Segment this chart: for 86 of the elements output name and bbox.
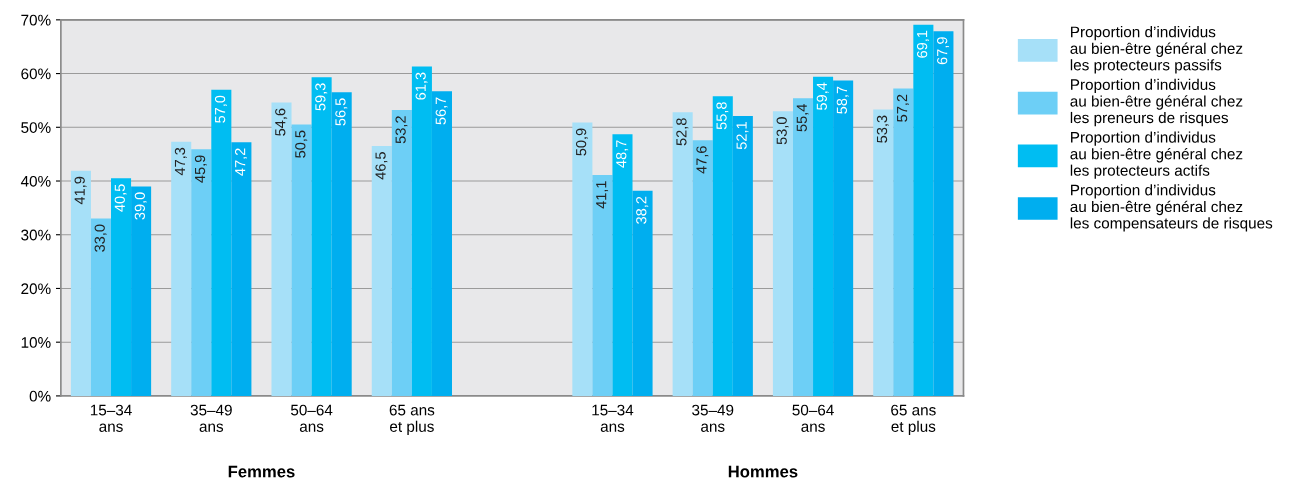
data-label: 56,5 xyxy=(335,98,348,126)
data-label: 67,9 xyxy=(937,37,950,65)
x-tick-label: 50–64 ans xyxy=(290,404,333,432)
bar xyxy=(70,170,91,396)
data-label: 52,1 xyxy=(736,122,749,150)
legend-label: Proportion d’individus au bien-être général chez les compensateurs de risques xyxy=(1070,184,1273,232)
x-tick-label: 65 ans et plus xyxy=(891,404,936,435)
bar xyxy=(672,112,693,396)
bar xyxy=(311,77,332,396)
data-label: 45,9 xyxy=(194,155,207,183)
bar xyxy=(191,149,212,396)
data-label: 47,2 xyxy=(234,148,248,176)
data-label: 39,0 xyxy=(134,192,147,220)
data-label: 59,4 xyxy=(816,82,829,110)
data-label: 38,2 xyxy=(636,196,649,224)
data-label: 46,5 xyxy=(375,152,388,180)
y-tick-label: 40% xyxy=(20,175,51,187)
bar xyxy=(612,134,633,396)
bar xyxy=(291,124,312,396)
y-tick-label: 70% xyxy=(21,14,51,26)
bar xyxy=(933,31,954,396)
data-label: 40,5 xyxy=(114,184,127,212)
bar xyxy=(391,110,412,396)
bar xyxy=(231,142,252,396)
data-label: 52,8 xyxy=(676,118,689,146)
bar xyxy=(271,102,292,396)
bar xyxy=(772,111,793,396)
bar xyxy=(913,24,934,396)
bar xyxy=(331,92,352,396)
bar xyxy=(813,76,834,396)
data-label: 53,3 xyxy=(876,115,889,143)
data-label: 53,0 xyxy=(776,117,789,145)
x-tick-label: 15–34 ans xyxy=(90,404,132,432)
bar xyxy=(211,89,232,396)
data-label: 55,8 xyxy=(716,102,729,130)
data-label: 47,3 xyxy=(174,147,187,176)
bar xyxy=(792,98,814,396)
data-label: 61,3 xyxy=(415,72,428,100)
x-tick-label: 15–34 ans xyxy=(592,404,634,432)
text: Femmes xyxy=(228,465,295,478)
data-label: 48,7 xyxy=(616,140,629,168)
legend-label: Proportion d’individus au bien-être général chez les preneurs de risques xyxy=(1070,78,1243,127)
bar xyxy=(171,141,192,396)
data-label: 54,6 xyxy=(275,108,288,136)
bar xyxy=(893,88,914,396)
bar xyxy=(131,186,152,396)
bar xyxy=(371,146,392,396)
y-tick-label: 30% xyxy=(21,229,51,241)
y-tick-label: 20% xyxy=(21,283,51,295)
text: Hommes xyxy=(728,465,798,478)
x-tick-label: 35–49 ans xyxy=(692,404,734,432)
data-label: 59,3 xyxy=(315,83,328,111)
bar xyxy=(732,116,753,396)
legend-label: Proportion d’individus au bien-être général chez les protecteurs passifs xyxy=(1070,26,1243,74)
bar xyxy=(712,96,733,396)
data-label: 41,1 xyxy=(596,181,609,209)
bar xyxy=(111,178,132,396)
y-tick-label: 60% xyxy=(21,68,51,80)
y-tick-label: 50% xyxy=(21,122,51,133)
bar xyxy=(411,66,432,396)
data-label: 57,0 xyxy=(214,95,227,123)
y-tick-label: 10% xyxy=(21,337,51,348)
y-tick-label: 0% xyxy=(29,390,51,402)
data-label: 50,5 xyxy=(295,130,308,158)
x-tick-label: 35–49 ans xyxy=(190,404,232,432)
bar xyxy=(873,109,894,396)
data-label: 58,7 xyxy=(836,86,849,114)
data-label: 69,1 xyxy=(916,30,929,58)
x-tick-label: 65 ans et plus xyxy=(389,404,435,435)
bar xyxy=(90,218,112,396)
bar xyxy=(431,91,452,396)
bar xyxy=(632,190,653,396)
bar xyxy=(833,80,854,396)
data-label: 33,0 xyxy=(94,224,107,252)
legend-label: Proportion d’individus au bien-être général chez les protecteurs actifs xyxy=(1070,131,1243,179)
data-label: 55,4 xyxy=(796,104,809,132)
data-label: 41,9 xyxy=(74,176,87,205)
bar xyxy=(572,122,593,396)
data-label: 57,2 xyxy=(896,94,909,122)
bar xyxy=(692,140,713,396)
data-label: 50,9 xyxy=(575,128,589,156)
data-label: 56,7 xyxy=(435,97,448,125)
data-label: 47,6 xyxy=(696,146,709,174)
x-tick-label: 50–64 ans xyxy=(792,404,834,432)
bar xyxy=(592,175,613,396)
data-label: 53,2 xyxy=(395,116,408,144)
